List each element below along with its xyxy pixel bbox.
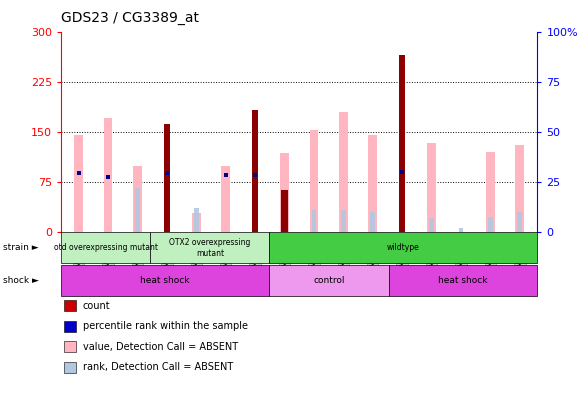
Bar <box>311 209 316 232</box>
Bar <box>429 218 434 232</box>
Point <box>162 170 171 176</box>
Bar <box>192 213 200 232</box>
Bar <box>341 209 346 232</box>
Text: heat shock: heat shock <box>438 276 487 285</box>
Text: otd overexpressing mutant: otd overexpressing mutant <box>53 244 157 252</box>
Text: strain ►: strain ► <box>3 244 38 252</box>
Bar <box>339 112 348 232</box>
Text: GDS23 / CG3389_at: GDS23 / CG3389_at <box>61 11 199 25</box>
Bar <box>488 217 493 232</box>
Bar <box>518 211 522 232</box>
Point <box>250 172 260 178</box>
Point <box>397 169 407 175</box>
Bar <box>194 208 199 232</box>
Bar <box>399 55 406 232</box>
Bar <box>135 188 140 232</box>
Bar <box>427 143 436 232</box>
Bar <box>103 118 113 232</box>
Text: rank, Detection Call = ABSENT: rank, Detection Call = ABSENT <box>83 362 233 373</box>
Text: value, Detection Call = ABSENT: value, Detection Call = ABSENT <box>83 342 238 352</box>
Bar <box>281 190 288 232</box>
Bar <box>486 152 495 232</box>
Text: OTX2 overexpressing
mutant: OTX2 overexpressing mutant <box>169 238 250 257</box>
Bar <box>368 135 377 232</box>
Text: wildtype: wildtype <box>387 244 420 252</box>
Bar <box>133 166 142 232</box>
Bar <box>221 166 230 232</box>
Text: control: control <box>313 276 345 285</box>
Point <box>221 172 230 178</box>
Point <box>103 174 113 180</box>
Bar <box>370 211 375 232</box>
Bar <box>280 153 289 232</box>
Text: percentile rank within the sample: percentile rank within the sample <box>83 321 248 331</box>
Bar <box>310 130 318 232</box>
Text: count: count <box>83 301 110 311</box>
Point <box>74 170 83 176</box>
Bar <box>458 228 463 232</box>
Bar <box>74 135 83 232</box>
Bar <box>252 110 259 232</box>
Text: heat shock: heat shock <box>141 276 190 285</box>
Text: shock ►: shock ► <box>3 276 39 285</box>
Bar <box>282 215 287 232</box>
Bar <box>164 124 170 232</box>
Bar <box>515 145 524 232</box>
